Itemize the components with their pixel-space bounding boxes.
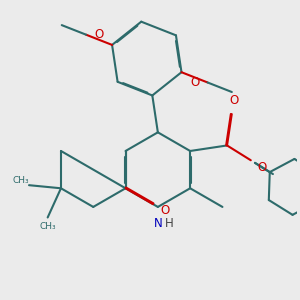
Text: CH₃: CH₃ [39,222,56,231]
Text: O: O [94,28,104,41]
Text: O: O [257,160,266,173]
Text: O: O [190,76,200,89]
Text: O: O [160,205,170,218]
Text: N: N [154,217,162,230]
Text: O: O [229,94,239,107]
Text: CH₃: CH₃ [13,176,29,185]
Text: H: H [165,217,174,230]
